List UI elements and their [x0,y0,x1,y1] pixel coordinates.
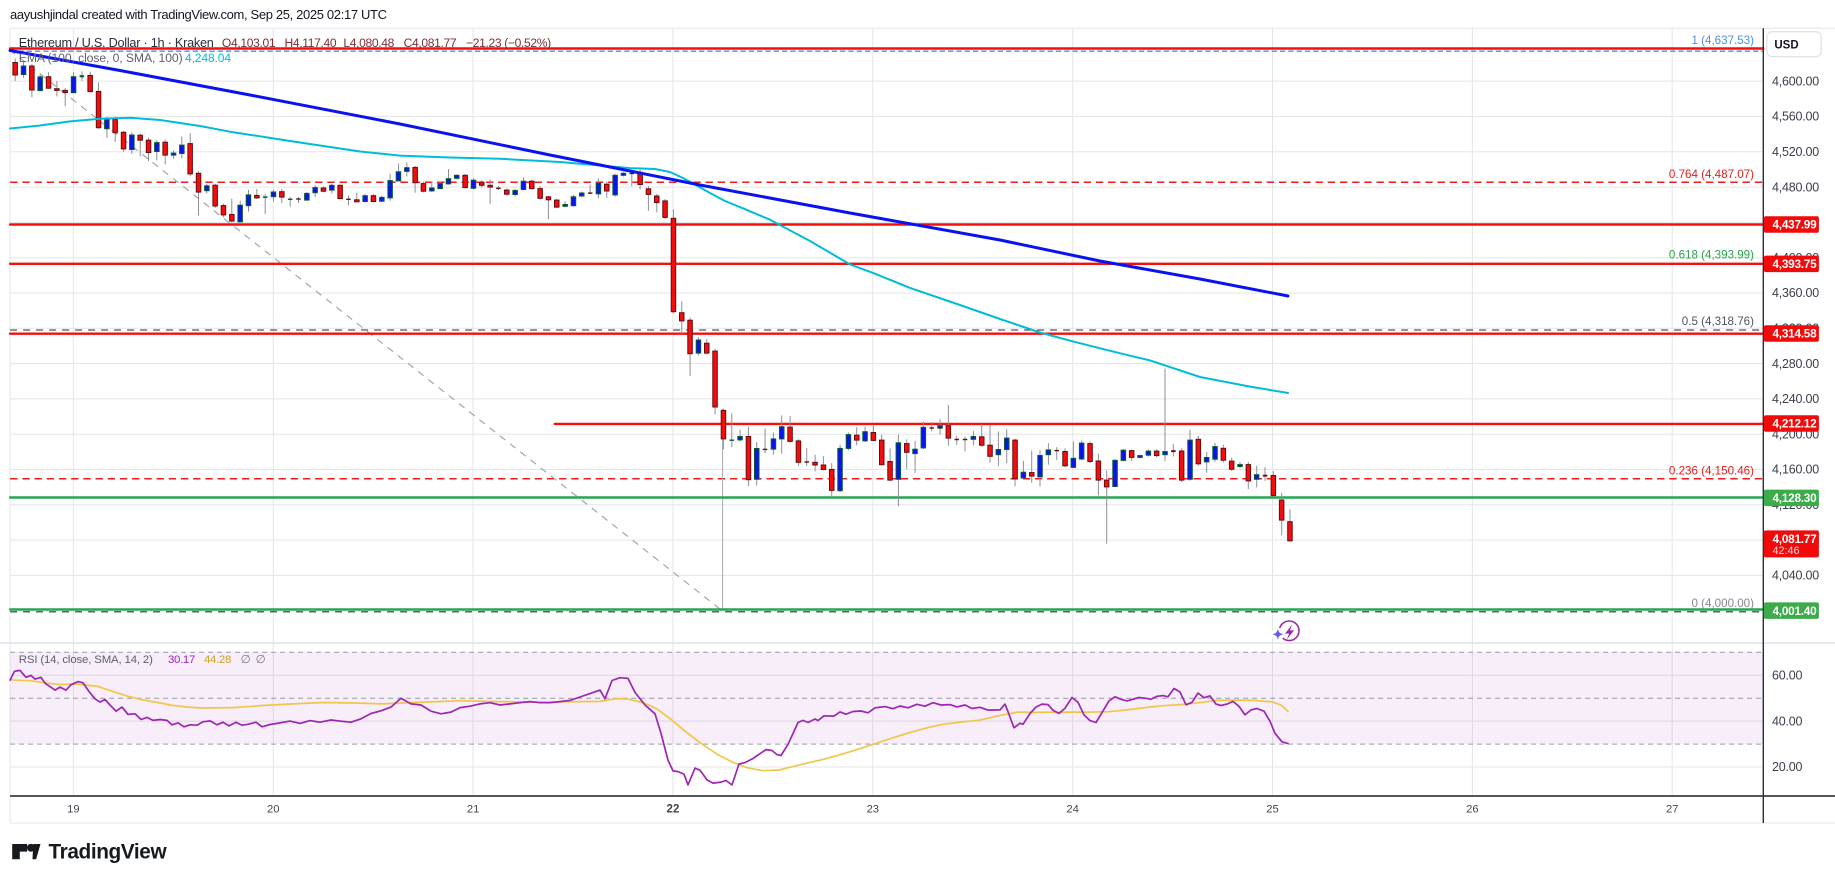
svg-text:4,128.30: 4,128.30 [1773,491,1818,505]
svg-text:4,040.00: 4,040.00 [1772,569,1819,583]
svg-text:0 (4,000.00): 0 (4,000.00) [1691,597,1754,610]
svg-text:USD: USD [1774,40,1798,52]
svg-text:24: 24 [1066,804,1078,816]
svg-text:∅: ∅ [256,654,266,666]
svg-text:C4,081.77: C4,081.77 [404,36,457,50]
svg-text:4,212.12: 4,212.12 [1773,417,1818,431]
svg-text:4,240.00: 4,240.00 [1772,392,1819,406]
svg-text:4,360.00: 4,360.00 [1772,286,1819,300]
svg-text:4,001.40: 4,001.40 [1773,604,1818,618]
svg-text:20: 20 [267,804,279,816]
svg-text:1 (4,637.53): 1 (4,637.53) [1691,34,1754,47]
svg-text:EMA (100, close, 0, SMA, 100): EMA (100, close, 0, SMA, 100) [19,51,183,65]
svg-text:−21.23 (−0.52%): −21.23 (−0.52%) [466,36,551,50]
svg-text:20.00: 20.00 [1772,760,1803,774]
svg-text:19: 19 [67,804,79,816]
svg-text:aayushjindal created with Trad: aayushjindal created with TradingView.co… [10,7,387,22]
svg-text:42:46: 42:46 [1773,545,1800,557]
svg-text:44.28: 44.28 [204,654,231,666]
svg-text:21: 21 [467,804,479,816]
svg-text:0.5 (4,318.76): 0.5 (4,318.76) [1682,315,1754,328]
svg-text:4,437.99: 4,437.99 [1773,218,1818,232]
svg-text:4,520.00: 4,520.00 [1772,145,1819,159]
svg-text:0.618 (4,393.99): 0.618 (4,393.99) [1669,249,1754,262]
svg-text:23: 23 [867,804,879,816]
svg-text:26: 26 [1466,804,1478,816]
svg-text:22: 22 [667,804,680,816]
svg-text:25: 25 [1266,804,1278,816]
svg-text:4,480.00: 4,480.00 [1772,180,1819,194]
svg-text:RSI (14, close, SMA, 14, 2): RSI (14, close, SMA, 14, 2) [19,654,153,666]
svg-text:H4,117.40: H4,117.40 [285,36,337,50]
svg-text:TradingView: TradingView [49,841,168,864]
svg-text:60.00: 60.00 [1772,668,1803,682]
svg-text:L4,080.48: L4,080.48 [343,36,394,50]
svg-text:4,280.00: 4,280.00 [1772,357,1819,371]
svg-text:4,248.04: 4,248.04 [185,51,231,65]
svg-text:0.764 (4,487.07): 0.764 (4,487.07) [1669,168,1754,181]
svg-text:4,600.00: 4,600.00 [1772,74,1819,88]
svg-text:30.17: 30.17 [168,654,195,666]
svg-text:Ethereum / U.S. Dollar · 1h ·: Ethereum / U.S. Dollar · 1h · Kraken [19,36,214,50]
svg-text:4,081.77: 4,081.77 [1773,532,1818,546]
svg-text:∅: ∅ [241,654,251,666]
svg-text:4,160.00: 4,160.00 [1772,463,1819,477]
svg-text:40.00: 40.00 [1772,714,1803,728]
svg-text:0.236 (4,150.46): 0.236 (4,150.46) [1669,465,1754,478]
svg-text:4,393.75: 4,393.75 [1773,257,1818,271]
svg-text:O4,103.01: O4,103.01 [222,36,276,50]
svg-text:27: 27 [1666,804,1678,816]
svg-text:4,560.00: 4,560.00 [1772,110,1819,124]
svg-text:4,314.58: 4,314.58 [1773,327,1818,341]
